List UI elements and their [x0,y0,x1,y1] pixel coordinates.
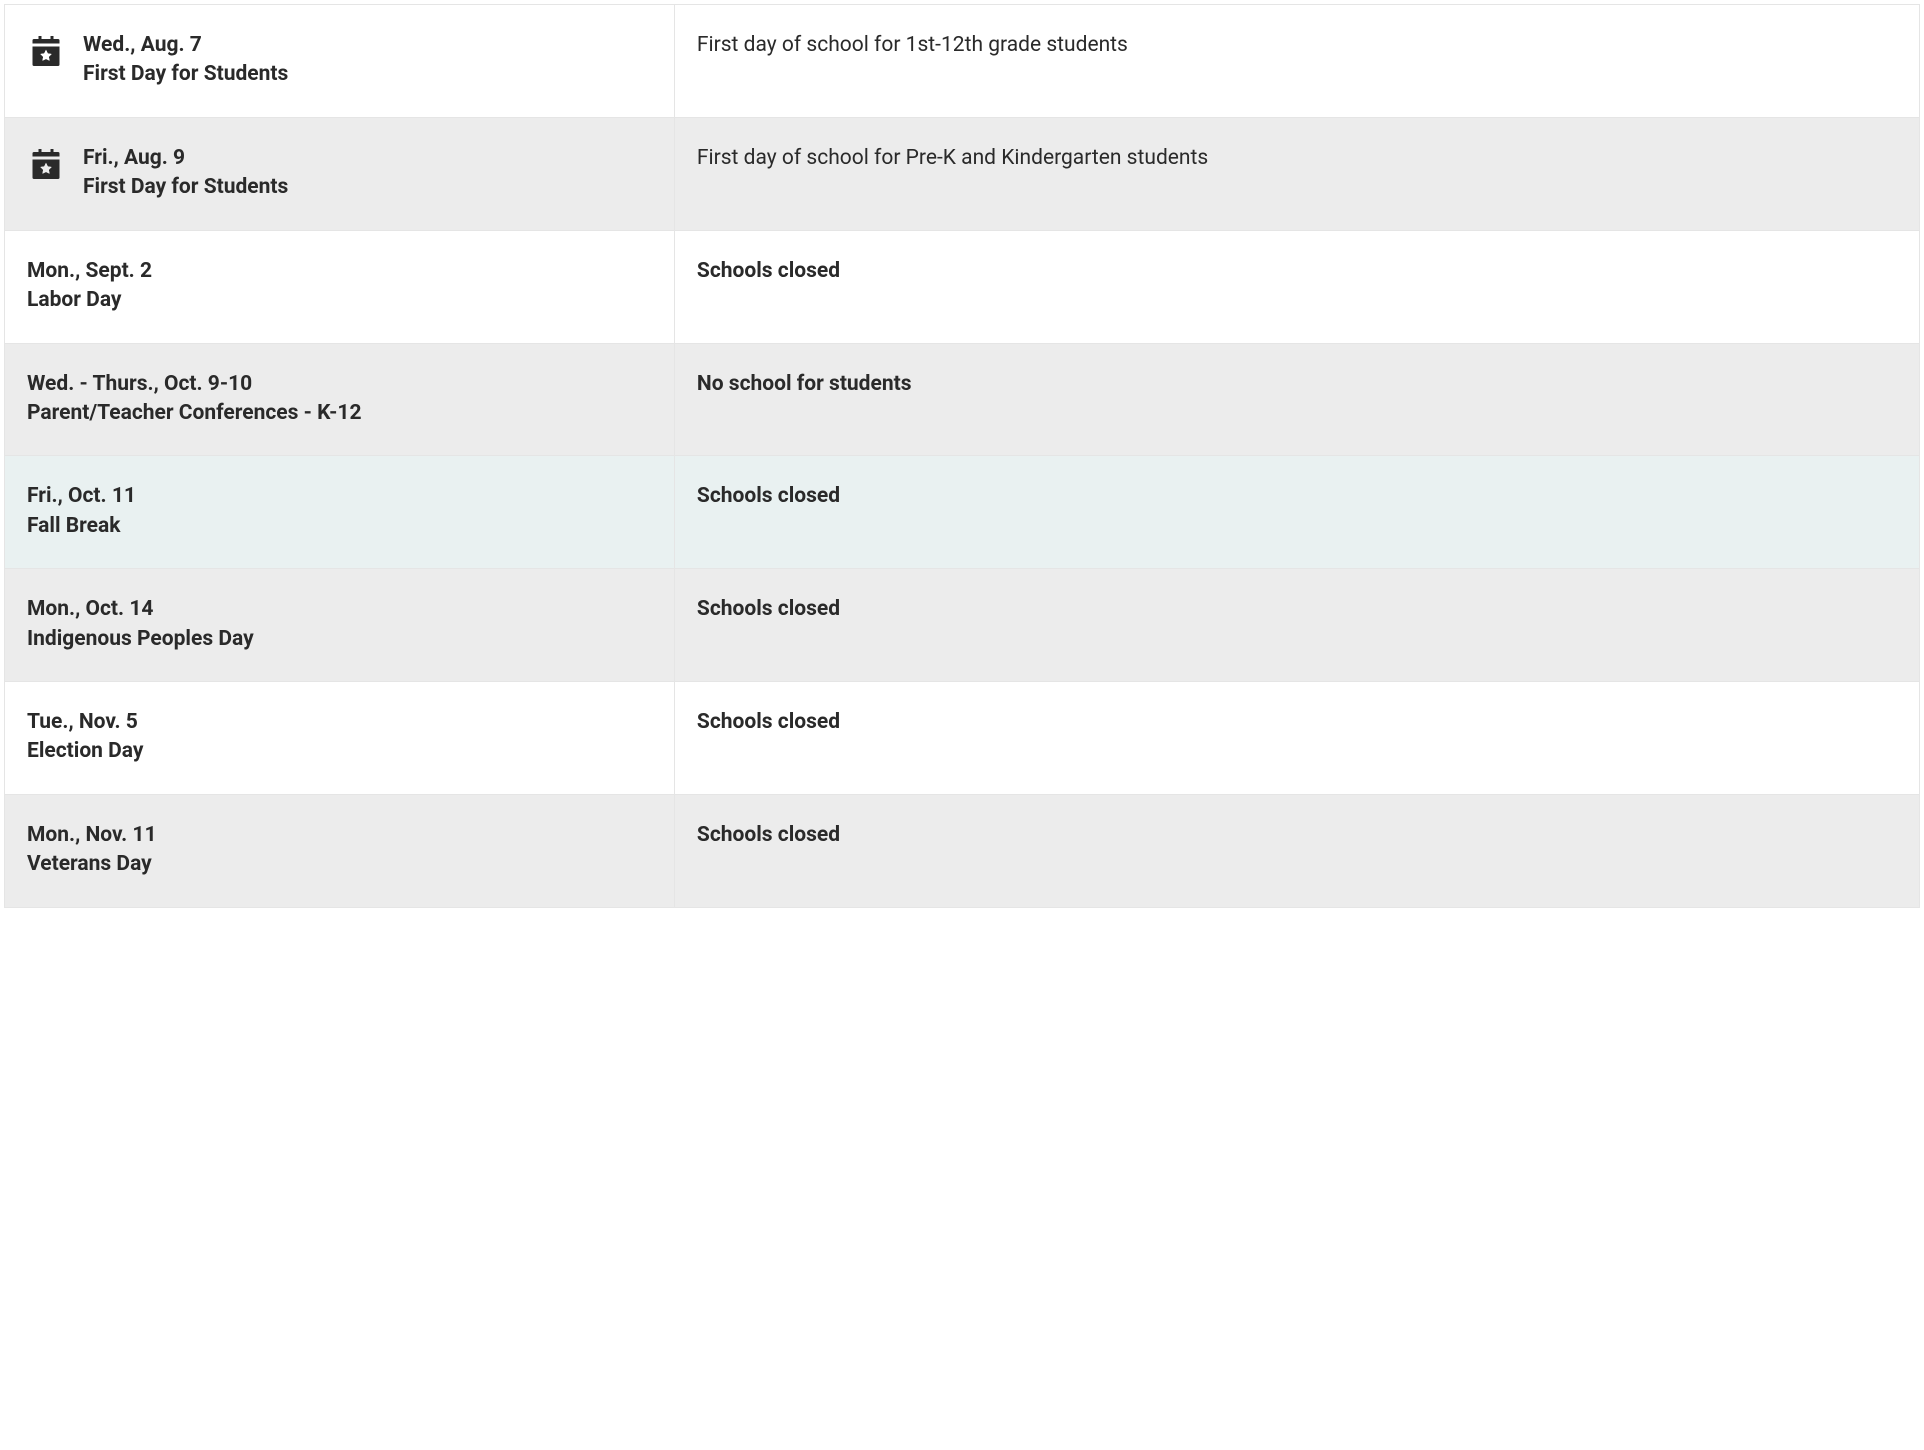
event-date: Wed., Aug. 7 [83,31,652,59]
event-desc: First day of school for Pre-K and Kinder… [697,144,1897,173]
event-cell: Tue., Nov. 5 Election Day [5,682,675,794]
event-cell: Wed. - Thurs., Oct. 9-10 Parent/Teacher … [5,344,675,456]
event-date: Mon., Oct. 14 [27,595,652,623]
event-cell: Mon., Oct. 14 Indigenous Peoples Day [5,569,675,681]
event-desc-cell: Schools closed [675,231,1919,343]
event-desc-cell: No school for students [675,344,1919,456]
event-title: First Day for Students [83,59,652,91]
event-date: Fri., Oct. 11 [27,482,652,510]
event-title: First Day for Students [83,172,652,204]
table-row: Wed. - Thurs., Oct. 9-10 Parent/Teacher … [5,344,1919,457]
table-row: Mon., Sept. 2 Labor Day Schools closed [5,231,1919,344]
event-cell: Wed., Aug. 7 First Day for Students [5,5,675,117]
event-cell: Mon., Sept. 2 Labor Day [5,231,675,343]
calendar-star-icon [27,31,65,69]
event-date: Fri., Aug. 9 [83,144,652,172]
event-date: Mon., Sept. 2 [27,257,652,285]
event-title: Election Day [27,736,652,768]
event-desc: First day of school for 1st-12th grade s… [697,31,1897,60]
event-desc-cell: Schools closed [675,456,1919,568]
table-row: Mon., Oct. 14 Indigenous Peoples Day Sch… [5,569,1919,682]
event-meta: Tue., Nov. 5 Election Day [27,708,652,768]
event-meta: Fri., Aug. 9 First Day for Students [83,144,652,204]
event-meta: Mon., Nov. 11 Veterans Day [27,821,652,881]
event-desc: Schools closed [697,708,1897,737]
event-title: Parent/Teacher Conferences - K-12 [27,398,652,430]
event-desc: Schools closed [697,595,1897,624]
event-desc-cell: First day of school for Pre-K and Kinder… [675,118,1919,230]
table-row: Fri., Aug. 9 First Day for Students Firs… [5,118,1919,231]
event-desc-cell: Schools closed [675,795,1919,907]
event-desc: Schools closed [697,257,1897,286]
event-date: Wed. - Thurs., Oct. 9-10 [27,370,652,398]
event-desc-cell: Schools closed [675,569,1919,681]
event-meta: Fri., Oct. 11 Fall Break [27,482,652,542]
calendar-star-icon [27,144,65,182]
event-meta: Mon., Sept. 2 Labor Day [27,257,652,317]
event-title: Indigenous Peoples Day [27,624,652,656]
event-desc-cell: First day of school for 1st-12th grade s… [675,5,1919,117]
table-row: Mon., Nov. 11 Veterans Day Schools close… [5,795,1919,907]
event-title: Fall Break [27,511,652,543]
event-desc: Schools closed [697,821,1897,850]
table-row: Fri., Oct. 11 Fall Break Schools closed [5,456,1919,569]
table-row: Tue., Nov. 5 Election Day Schools closed [5,682,1919,795]
event-cell: Fri., Oct. 11 Fall Break [5,456,675,568]
table-row: Wed., Aug. 7 First Day for Students Firs… [5,5,1919,118]
calendar-table: Wed., Aug. 7 First Day for Students Firs… [4,4,1920,908]
event-title: Labor Day [27,285,652,317]
event-cell: Mon., Nov. 11 Veterans Day [5,795,675,907]
event-cell: Fri., Aug. 9 First Day for Students [5,118,675,230]
event-meta: Mon., Oct. 14 Indigenous Peoples Day [27,595,652,655]
event-desc: No school for students [697,370,1897,399]
event-desc: Schools closed [697,482,1897,511]
event-date: Mon., Nov. 11 [27,821,652,849]
event-date: Tue., Nov. 5 [27,708,652,736]
event-title: Veterans Day [27,849,652,881]
event-desc-cell: Schools closed [675,682,1919,794]
event-meta: Wed. - Thurs., Oct. 9-10 Parent/Teacher … [27,370,652,430]
event-meta: Wed., Aug. 7 First Day for Students [83,31,652,91]
